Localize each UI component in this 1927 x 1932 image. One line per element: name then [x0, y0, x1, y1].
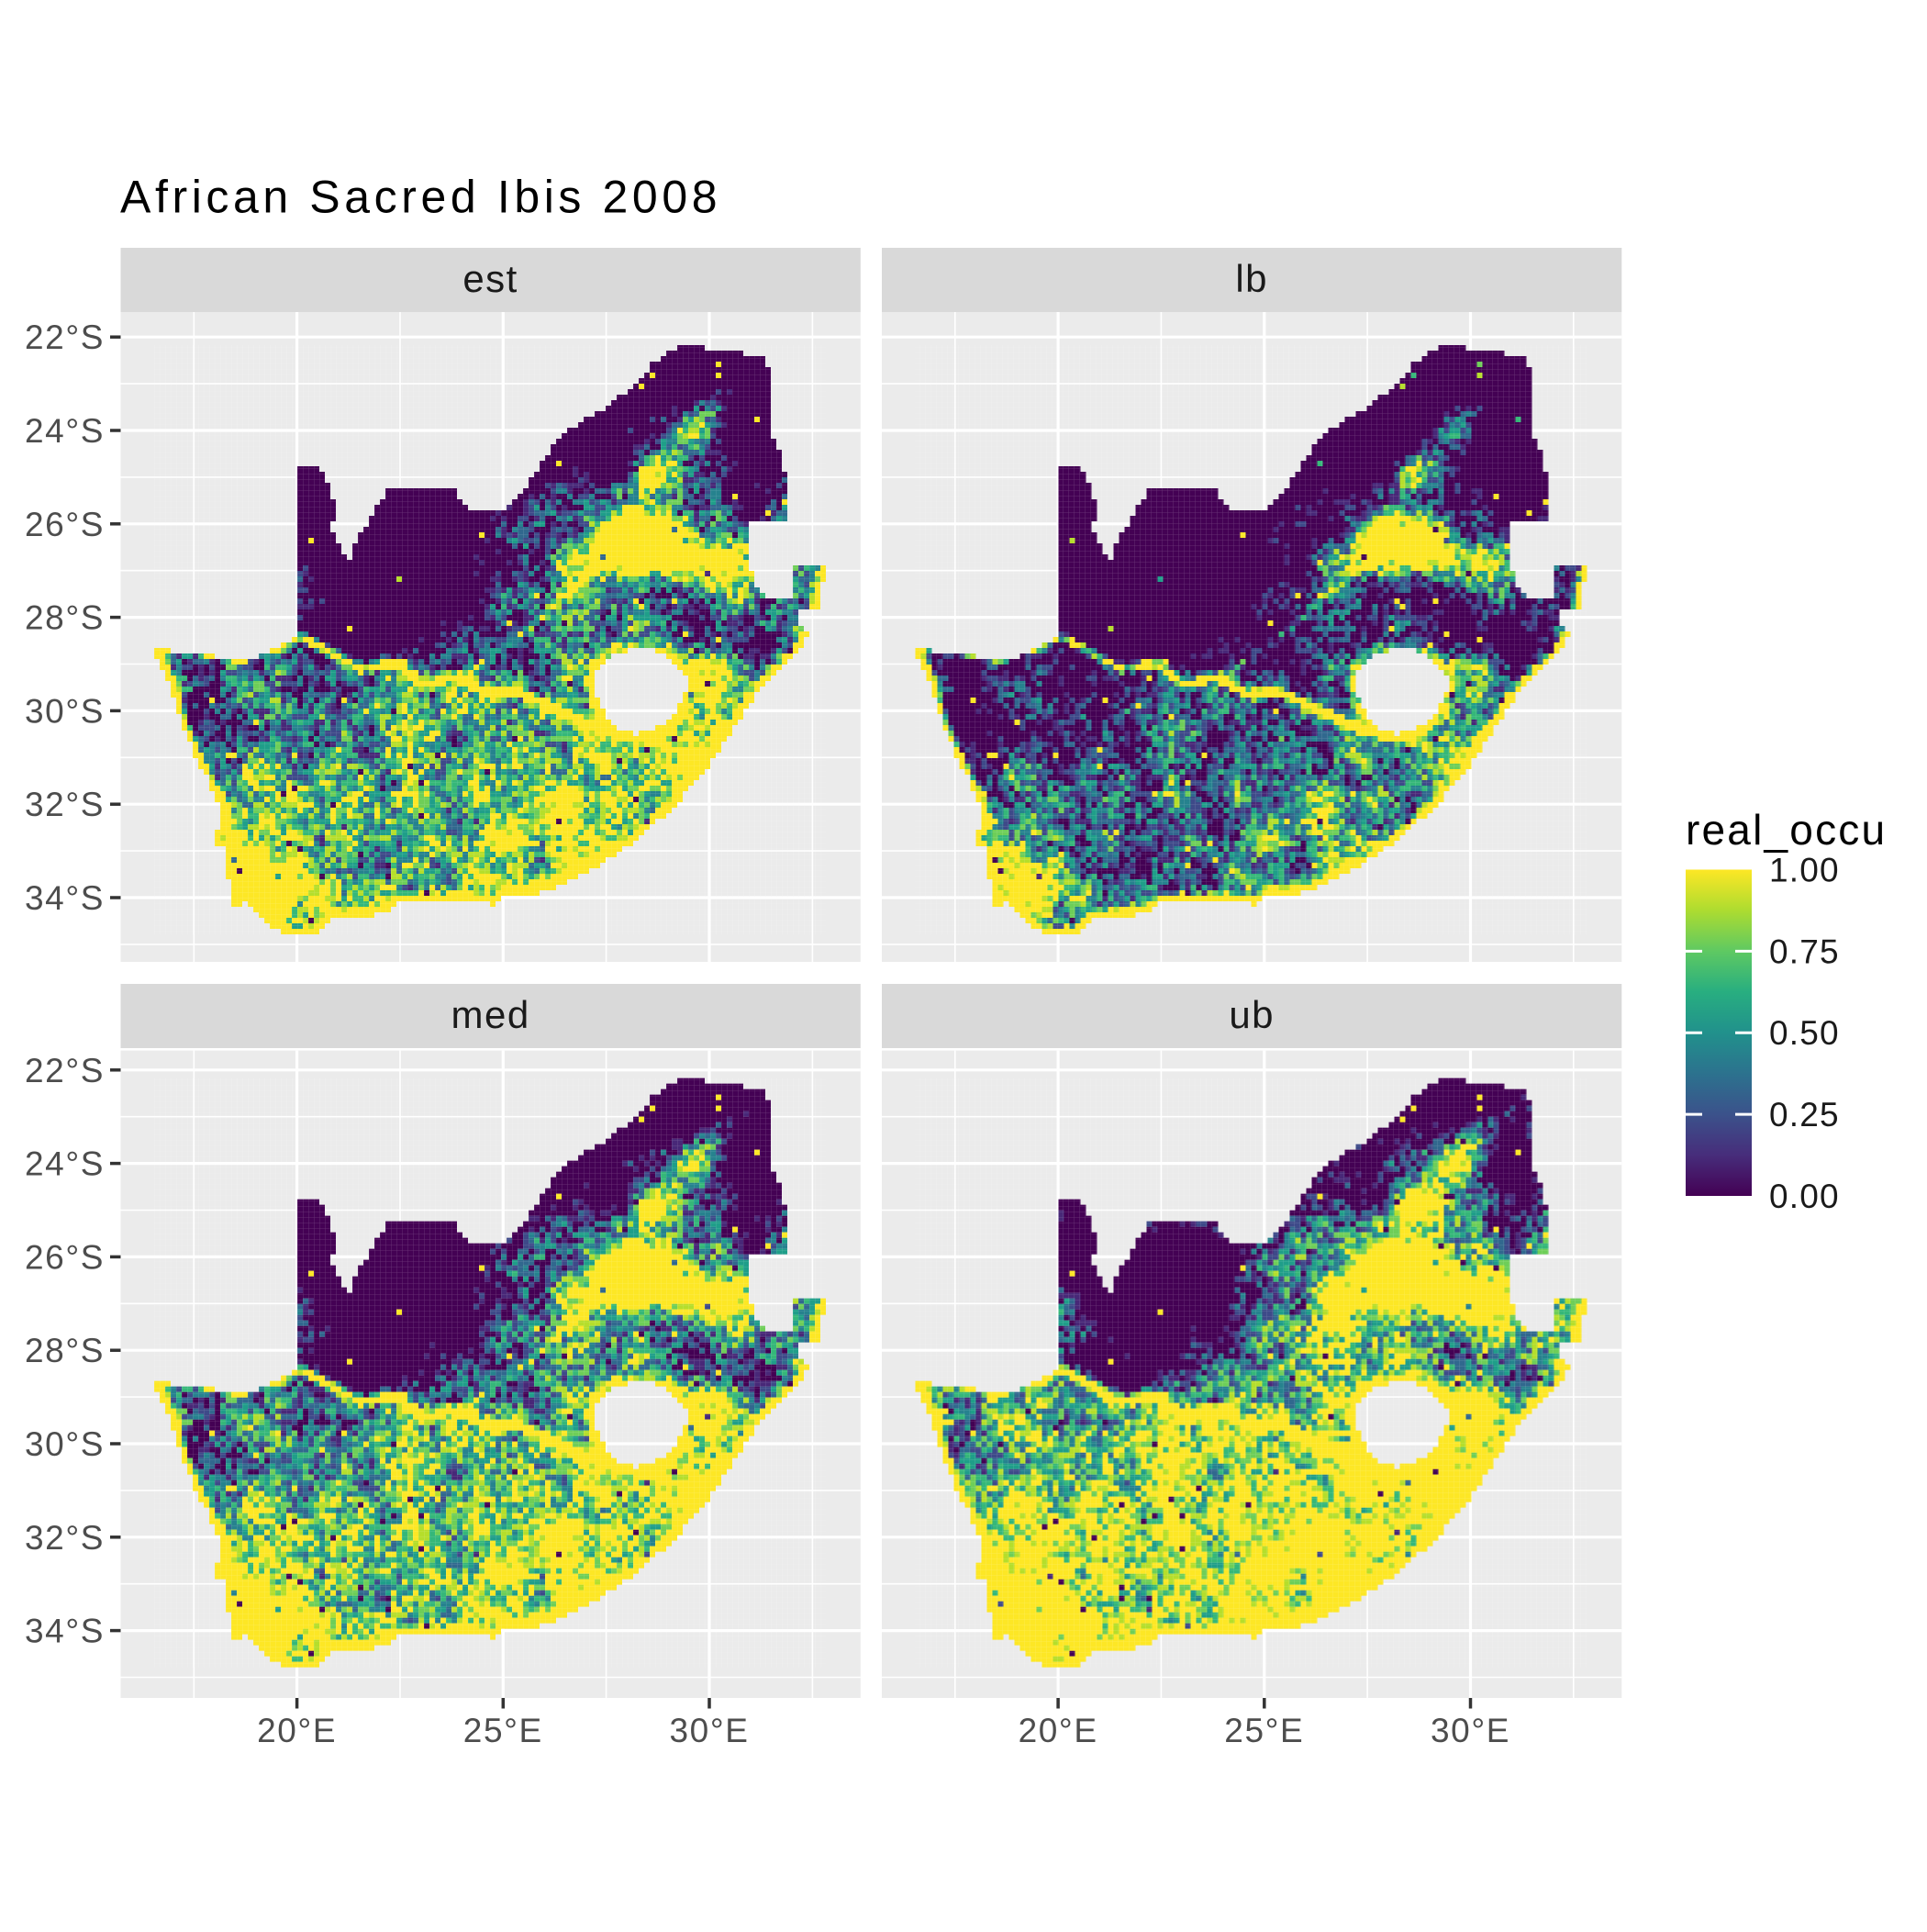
svg-text:30°S: 30°S — [25, 1425, 105, 1463]
svg-text:real_occu: real_occu — [1686, 806, 1887, 854]
svg-text:est: est — [462, 257, 518, 300]
svg-text:lb: lb — [1235, 257, 1268, 300]
svg-text:22°S: 22°S — [25, 318, 105, 356]
svg-text:30°E: 30°E — [1431, 1712, 1510, 1749]
svg-text:34°S: 34°S — [25, 1613, 105, 1650]
svg-text:26°S: 26°S — [25, 1238, 105, 1276]
svg-text:30°E: 30°E — [669, 1712, 749, 1749]
svg-text:28°S: 28°S — [25, 599, 105, 637]
svg-text:34°S: 34°S — [25, 879, 105, 917]
svg-text:20°E: 20°E — [1019, 1712, 1098, 1749]
svg-text:0.75: 0.75 — [1769, 932, 1840, 970]
svg-text:0.50: 0.50 — [1769, 1014, 1840, 1052]
svg-text:28°S: 28°S — [25, 1332, 105, 1369]
svg-text:20°E: 20°E — [257, 1712, 337, 1749]
svg-text:32°S: 32°S — [25, 1519, 105, 1557]
svg-text:25°E: 25°E — [463, 1712, 543, 1749]
svg-text:med: med — [451, 993, 529, 1036]
svg-text:0.25: 0.25 — [1769, 1096, 1840, 1134]
svg-text:24°S: 24°S — [25, 1145, 105, 1183]
svg-text:ub: ub — [1229, 993, 1275, 1036]
svg-text:1.00: 1.00 — [1769, 852, 1840, 889]
svg-text:25°E: 25°E — [1224, 1712, 1304, 1749]
svg-text:22°S: 22°S — [25, 1052, 105, 1089]
svg-text:African Sacred Ibis 2008: African Sacred Ibis 2008 — [120, 172, 721, 223]
svg-text:26°S: 26°S — [25, 506, 105, 543]
svg-text:32°S: 32°S — [25, 786, 105, 823]
svg-text:24°S: 24°S — [25, 412, 105, 450]
svg-text:0.00: 0.00 — [1769, 1178, 1840, 1215]
svg-text:30°S: 30°S — [25, 692, 105, 730]
